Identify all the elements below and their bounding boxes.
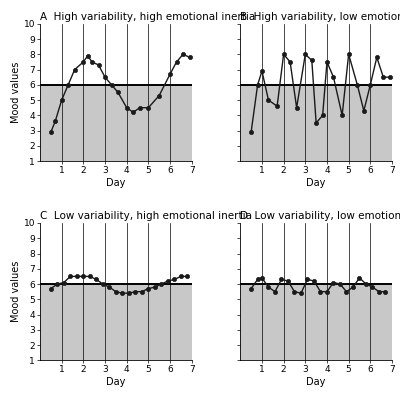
Y-axis label: Mood values: Mood values bbox=[11, 261, 21, 322]
Text: D  Low variability, low emotional inertia: D Low variability, low emotional inertia bbox=[240, 211, 400, 221]
Text: B  High variability, low emotional inertia: B High variability, low emotional inerti… bbox=[240, 11, 400, 22]
Text: A  High variability, high emotional inertia: A High variability, high emotional inert… bbox=[40, 11, 255, 22]
X-axis label: Day: Day bbox=[306, 178, 326, 188]
Bar bbox=[240, 284, 392, 360]
Text: C  Low variability, high emotional inertia: C Low variability, high emotional inerti… bbox=[40, 211, 252, 221]
X-axis label: Day: Day bbox=[106, 377, 126, 387]
X-axis label: Day: Day bbox=[306, 377, 326, 387]
Bar bbox=[240, 85, 392, 161]
X-axis label: Day: Day bbox=[106, 178, 126, 188]
Y-axis label: Mood values: Mood values bbox=[11, 62, 21, 123]
Bar bbox=[40, 85, 192, 161]
Bar bbox=[40, 284, 192, 360]
